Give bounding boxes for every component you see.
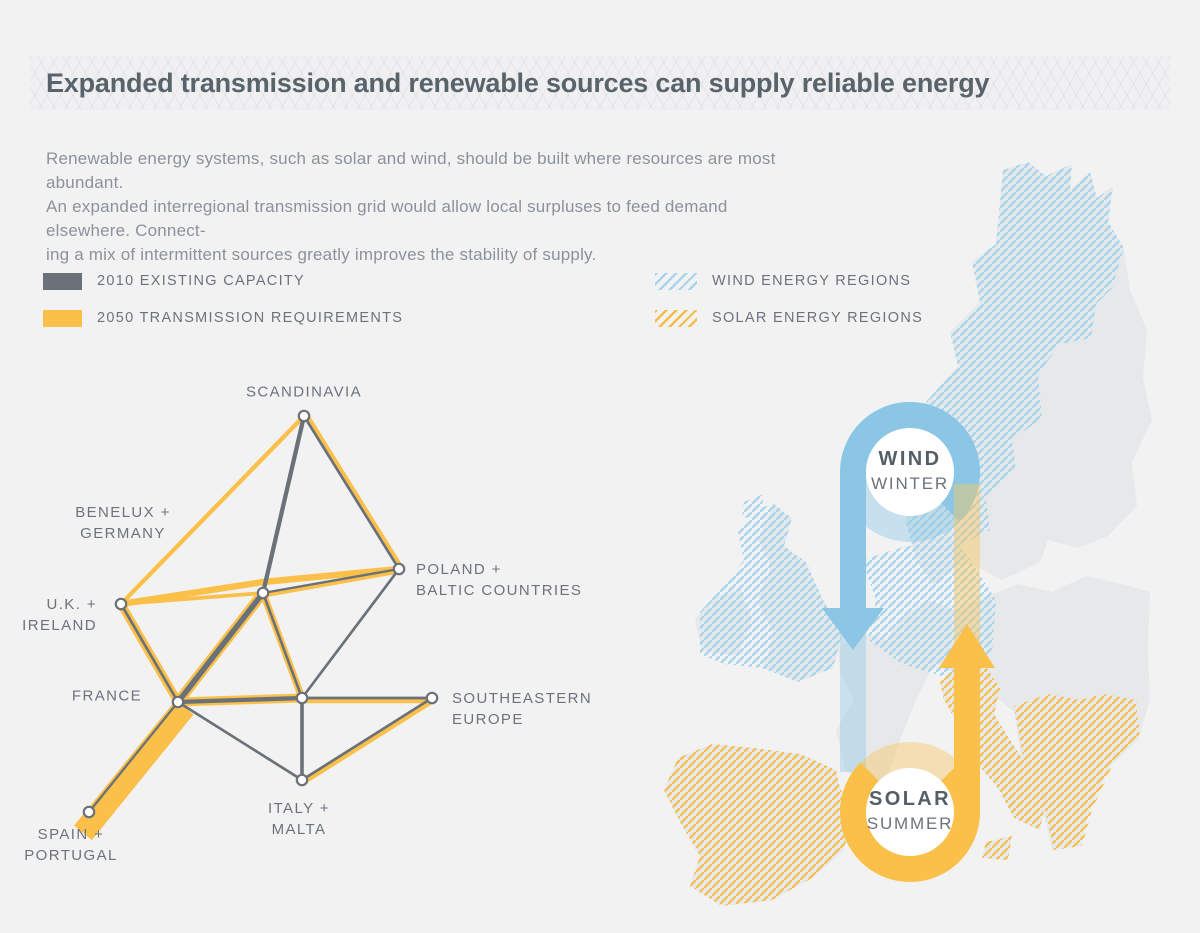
legend-wind-regions: WIND ENERGY REGIONS: [655, 272, 911, 290]
edge-HUB-J1-existing: [261, 592, 304, 699]
intro-line: Renewable energy systems, such as solar …: [46, 149, 776, 192]
network-existing-links: [88, 415, 433, 813]
summer-label: SUMMER: [866, 814, 954, 833]
intro-line: An expanded interregional transmission g…: [46, 197, 728, 240]
edge-FRA-SPA-existing: [88, 701, 179, 813]
winter-label: WINTER: [871, 474, 949, 493]
network-required-links: [74, 413, 435, 841]
solar-circle: [866, 768, 954, 856]
edge-HUB-POL-existing: [262, 567, 400, 595]
wind-label: WIND: [878, 448, 942, 470]
solar-arrow: [840, 484, 995, 882]
wind-arrow-solid-ring: [840, 402, 980, 522]
edge-POL-J1-existing: [300, 568, 401, 699]
node-FRA: [171, 695, 185, 709]
node-POL: [392, 562, 406, 576]
edge-FRA-ITA-existing: [177, 700, 303, 782]
solar-region-balkans: [1014, 694, 1140, 850]
node-ITA: [295, 773, 309, 787]
node-J1: [295, 691, 309, 705]
wind-hatch-swatch: [655, 272, 697, 290]
solar-region-iberia: [664, 744, 856, 906]
solar-hatch-swatch: [655, 309, 697, 327]
solar-summer-label: SOLAR SUMMER: [867, 788, 953, 834]
node-label-HUB: BENELUX + GERMANY: [75, 504, 171, 542]
edge-UKI-POL-required: [120, 565, 400, 608]
node-label-POL: POLAND + BALTIC COUNTRIES: [416, 561, 583, 599]
node-label-FRA: FRANCE: [71, 687, 142, 705]
intro-paragraph: Renewable energy systems, such as solar …: [46, 147, 806, 267]
title-banner: Expanded transmission and renewable sour…: [30, 56, 1170, 110]
transmission-requirements-swatch: [43, 309, 82, 327]
node-SCA: [297, 409, 311, 423]
node-SPA: [82, 805, 96, 819]
wind-arrowhead: [822, 608, 884, 650]
edge-UKI-SCA-required: [119, 414, 306, 606]
wind-winter-label: WIND WINTER: [871, 448, 949, 494]
legend-label: 2010 EXISTING CAPACITY: [97, 273, 306, 289]
edge-ITA-SEE-existing: [301, 696, 433, 782]
edge-HUB-POL-required: [263, 569, 400, 598]
solar-arrowhead: [939, 624, 995, 668]
page-title: Expanded transmission and renewable sour…: [46, 68, 990, 98]
legend-label: 2050 TRANSMISSION REQUIREMENTS: [97, 310, 404, 326]
network-nodes: [82, 409, 439, 819]
edge-FRA-SPA-required: [74, 700, 194, 841]
edge-FRA-J1-existing: [177, 695, 303, 705]
legend-label: WIND ENERGY REGIONS: [712, 273, 912, 289]
node-UKI: [114, 597, 128, 611]
legend-label: SOLAR ENERGY REGIONS: [712, 310, 924, 326]
edge-SCA-POL-required: [305, 413, 404, 569]
edge-ITA-SEE-required: [301, 697, 435, 785]
edge-SCA-POL-existing: [302, 415, 401, 570]
intro-line: ing a mix of intermittent sources greatl…: [46, 245, 597, 264]
node-SEE: [425, 691, 439, 705]
edge-UKI-FRA-existing: [119, 603, 180, 703]
solar-region-sicily: [982, 836, 1012, 860]
edge-SCA-HUB-existing: [260, 415, 307, 594]
solar-label: SOLAR: [868, 788, 951, 810]
edge-UKI-HUB-required: [120, 591, 264, 606]
node-label-SEE: SOUTHEASTERN EUROPE: [452, 690, 593, 728]
edge-HUB-FRA-existing: [175, 591, 266, 704]
wind-arrow: [822, 402, 980, 772]
node-label-SCA: SCANDINAVIA: [246, 383, 362, 401]
legend-solar-regions: SOLAR ENERGY REGIONS: [655, 309, 923, 327]
node-label-ITA: ITALY + MALTA: [268, 800, 330, 838]
solar-arrow-shaft: [954, 666, 980, 812]
wind-region-isles: [742, 494, 764, 518]
wind-region-uk-ireland: [700, 504, 842, 682]
wind-arrow-shaft: [840, 472, 866, 609]
existing-capacity-swatch: [43, 272, 82, 290]
node-label-SPA: SPAIN + PORTUGAL: [24, 826, 118, 864]
node-label-UKI: U.K. + IRELAND: [22, 596, 97, 634]
node-HUB: [256, 586, 270, 600]
legend-existing-capacity: 2010 EXISTING CAPACITY: [43, 272, 305, 290]
legend-transmission-requirements: 2050 TRANSMISSION REQUIREMENTS: [43, 309, 403, 327]
wind-circle: [866, 428, 954, 516]
